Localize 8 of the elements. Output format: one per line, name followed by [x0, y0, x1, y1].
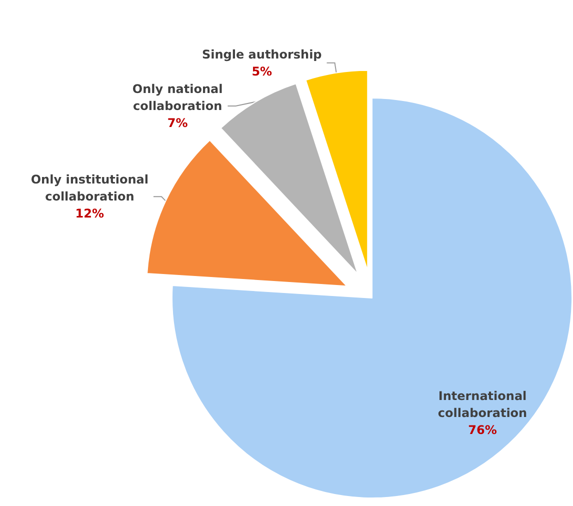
slice-label: Only institutional collaboration	[30, 172, 148, 204]
slice-label: Single authorship	[202, 47, 322, 62]
data-label: 76%	[468, 423, 497, 438]
data-label: 5%	[252, 64, 272, 78]
slice-label: Only national collaboration	[132, 82, 223, 113]
slice-label: International collaboration	[438, 389, 528, 420]
data-label: 12%	[75, 206, 104, 221]
data-label: 7%	[167, 116, 188, 130]
